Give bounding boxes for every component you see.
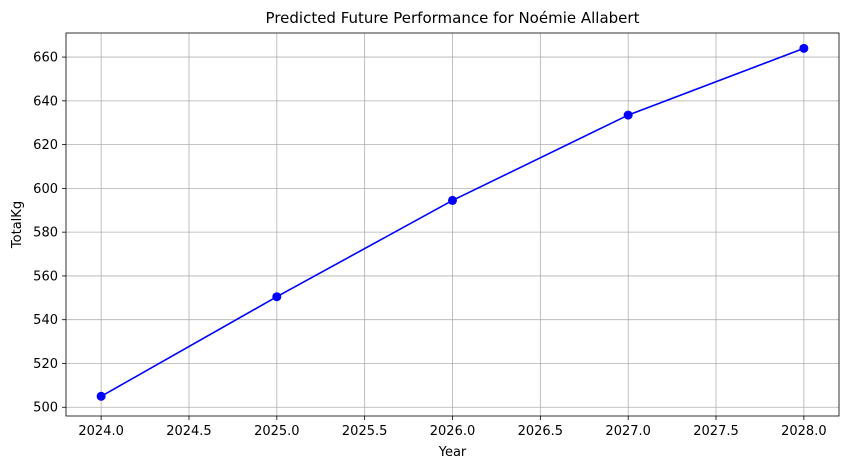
series-group <box>96 43 809 401</box>
x-tick-label: 2025.5 <box>342 424 388 439</box>
data-point <box>799 43 809 53</box>
x-tick: 2024.0 <box>78 416 124 439</box>
data-point <box>448 195 457 205</box>
y-tick-label: 520 <box>33 357 58 372</box>
y-tick: 500 <box>33 401 66 416</box>
x-tick-label: 2025.0 <box>254 424 300 439</box>
x-tick: 2027.0 <box>605 416 651 439</box>
x-tick-label: 2026.0 <box>430 424 476 439</box>
y-tick: 560 <box>33 269 66 284</box>
x-tick: 2025.5 <box>342 416 388 439</box>
y-tick-label: 640 <box>33 94 58 109</box>
x-tick-label: 2024.0 <box>78 424 124 439</box>
x-tick-label: 2027.0 <box>605 424 651 439</box>
x-tick-label: 2026.5 <box>518 424 564 439</box>
y-tick: 600 <box>33 182 66 197</box>
x-axis-label: Year <box>438 445 467 460</box>
y-axis: 500 520 540 560 580 600 620 640 660 <box>33 51 66 416</box>
x-tick: 2028.0 <box>781 416 827 439</box>
y-tick-label: 560 <box>33 269 58 284</box>
y-tick: 540 <box>33 313 66 328</box>
x-tick-label: 2027.5 <box>693 424 739 439</box>
y-tick-label: 620 <box>33 138 58 153</box>
x-tick: 2025.0 <box>254 416 300 439</box>
data-point <box>623 110 633 120</box>
y-tick: 620 <box>33 138 66 153</box>
y-axis-label: TotalKg <box>10 201 25 249</box>
y-tick-label: 660 <box>33 51 58 66</box>
y-tick-label: 500 <box>33 401 58 416</box>
x-tick: 2026.0 <box>430 416 476 439</box>
x-tick: 2027.5 <box>693 416 739 439</box>
y-tick-label: 580 <box>33 226 58 241</box>
y-tick-label: 600 <box>33 182 58 197</box>
grid-lines <box>66 33 839 416</box>
x-axis: 2024.0 2024.5 2025.0 2025.5 2026.0 2026.5 2027… <box>78 416 827 439</box>
y-tick: 520 <box>33 357 66 372</box>
data-point <box>272 292 282 302</box>
y-tick: 660 <box>33 51 66 66</box>
data-point <box>96 391 106 401</box>
x-tick-label: 2024.5 <box>166 424 212 439</box>
x-tick: 2026.5 <box>518 416 564 439</box>
x-tick: 2024.5 <box>166 416 212 439</box>
y-tick: 640 <box>33 94 66 109</box>
x-tick-label: 2028.0 <box>781 424 827 439</box>
y-tick-label: 540 <box>33 313 58 328</box>
chart-title: Predicted Future Performance for Noémie … <box>266 9 640 27</box>
y-tick: 580 <box>33 226 66 241</box>
